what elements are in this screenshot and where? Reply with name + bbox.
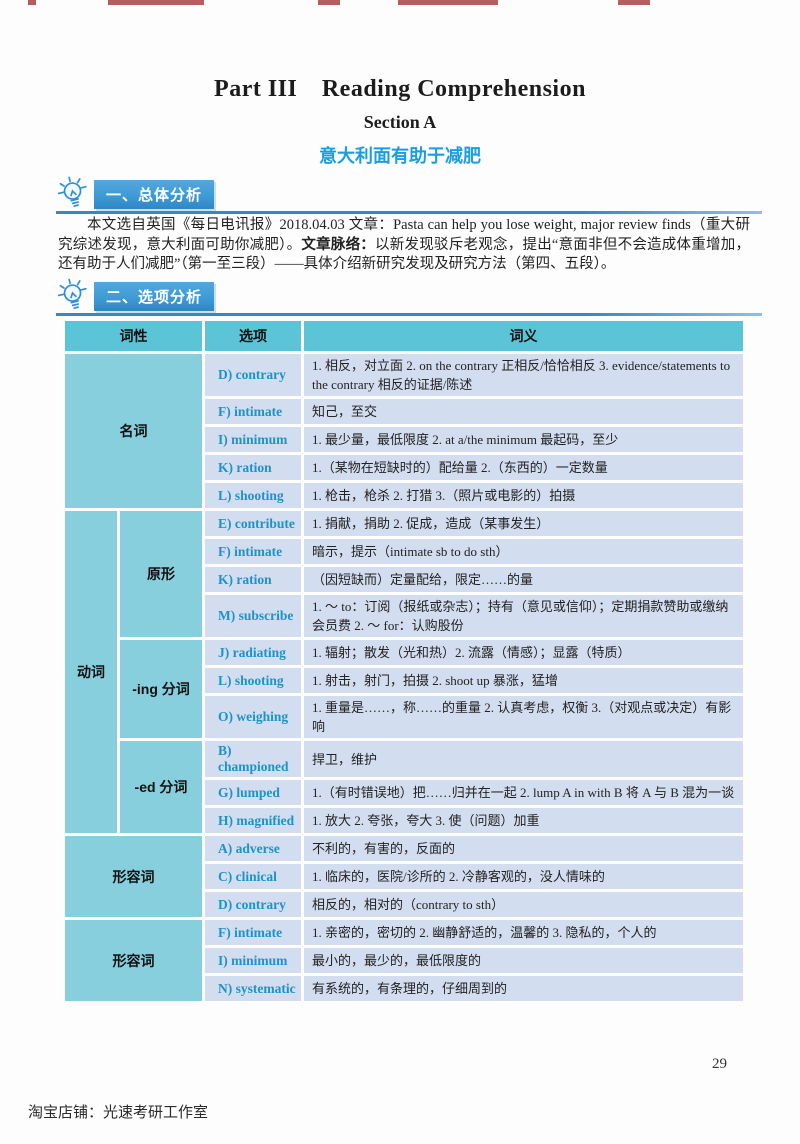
overview-text: 以新发现驳斥老观念，提出“意面非但不会造成体重增加，还有助于人们减肥”（第一至三… <box>58 236 750 273</box>
table-row: 形容词 A) adverse 不利的，有害的，反面的 <box>65 836 743 917</box>
section-underline <box>56 313 762 316</box>
scan-artifact <box>318 0 340 5</box>
option-cell: N) systematic <box>205 976 301 1001</box>
pos-cell: 名词 <box>65 354 202 508</box>
subpos-cell: -ed 分词 <box>120 741 202 833</box>
option-cell: E) contribute <box>205 511 301 536</box>
meaning-cell: 1. 枪击，枪杀 2. 打猎 3.（照片或电影的）拍摄 <box>304 483 743 508</box>
option-cell: K) ration <box>205 567 301 592</box>
option-cell: I) minimum <box>205 948 301 973</box>
table-row: K) ration 1.（某物在短缺时的）配给量 2.（东西的）一定数量 <box>65 455 743 480</box>
table-row: G) lumped 1.（有时错误地）把……归并在一起 2. lump A in … <box>65 780 743 805</box>
overview-emphasis: 文章脉络： <box>301 236 376 253</box>
option-cell: D) contrary <box>205 354 301 396</box>
meaning-cell: 1. 临床的，医院/诊所的 2. 冷静客观的，没人情味的 <box>304 864 743 889</box>
table-row: -ed 分词 B) championed 捍卫，维护 <box>65 741 743 833</box>
shop-footer: 淘宝店铺：光速考研工作室 <box>28 1105 209 1121</box>
option-cell: C) clinical <box>205 864 301 889</box>
table-row: F) intimate 知己，至交 <box>65 399 743 424</box>
meaning-cell: 1. 放大 2. 夸张，夸大 3. 使（问题）加重 <box>304 808 743 833</box>
scan-artifact <box>618 0 650 5</box>
option-cell: K) ration <box>205 455 301 480</box>
table-row: N) systematic 有系统的，有条理的，仔细周到的 <box>65 976 743 1001</box>
section-heading-options: 二、选项分析 <box>56 278 762 316</box>
table-row: I) minimum 最小的，最少的，最低限度的 <box>65 948 743 973</box>
meaning-cell: 不利的，有害的，反面的 <box>304 836 743 861</box>
overview-paragraph: 本文选自英国《每日电讯报》2018.04.03 文章：Pasta can hel… <box>58 216 750 275</box>
section-a-title: Section A <box>363 112 437 132</box>
section-heading-overview: 一、总体分析 <box>56 176 762 214</box>
table-row: I) minimum 1. 最少量，最低限度 2. at a/the minimu… <box>65 427 743 452</box>
section-underline <box>56 211 762 214</box>
option-cell: F) intimate <box>205 920 301 945</box>
table-row: D) contrary 相反的，相对的（contrary to sth） <box>65 892 743 917</box>
table-row: L) shooting 1. 射击，射门，拍摄 2. shoot up 暴涨，猛增 <box>65 668 743 693</box>
table-row: F) intimate 暗示，提示（intimate sb to do sth） <box>65 539 743 564</box>
table-row: L) shooting 1. 枪击，枪杀 2. 打猎 3.（照片或电影的）拍摄 <box>65 483 743 508</box>
col-header-pos: 词性 <box>65 321 202 351</box>
meaning-cell: 有系统的，有条理的，仔细周到的 <box>304 976 743 1001</box>
col-header-option: 选项 <box>205 321 301 351</box>
meaning-cell: 知己，至交 <box>304 399 743 424</box>
option-cell: O) weighing <box>205 696 301 738</box>
options-analysis-table: 词性 选项 词义 名词 D) contrary 1. 相反，对立面 2. on the … <box>62 318 746 1004</box>
table-row: -ing 分词 J) radiating 1. 辐射；散发（光和热）2. 流露（情感… <box>65 640 743 738</box>
subpos-cell: -ing 分词 <box>120 640 202 738</box>
meaning-cell: 1. 射击，射门，拍摄 2. shoot up 暴涨，猛增 <box>304 668 743 693</box>
option-cell: J) radiating <box>205 640 301 665</box>
table-row: O) weighing 1. 重量是……，称……的重量 2. 认真考虑，权衡 3.… <box>65 696 743 738</box>
section-heading-label: 一、总体分析 <box>94 180 215 209</box>
option-cell: I) minimum <box>205 427 301 452</box>
table-row: C) clinical 1. 临床的，医院/诊所的 2. 冷静客观的，没人情味的 <box>65 864 743 889</box>
meaning-cell: （因短缺而）定量配给，限定……的量 <box>304 567 743 592</box>
subpos-cell: 原形 <box>120 511 202 637</box>
meaning-cell: 1. ～ to：订阅（报纸或杂志）；持有（意见或信仰）；定期捐款赞助或缴纳会员费… <box>304 595 743 637</box>
option-cell: L) shooting <box>205 483 301 508</box>
table-row: M) subscribe 1. ～ to：订阅（报纸或杂志）；持有（意见或信仰）；… <box>65 595 743 637</box>
pos-cell: 动词 <box>65 511 117 833</box>
meaning-cell: 1. 相反，对立面 2. on the contrary 正相反/恰恰相反 3.… <box>304 354 743 396</box>
meaning-cell: 捍卫，维护 <box>304 741 743 777</box>
lightbulb-icon <box>56 278 90 321</box>
overview-text: 本文选自英国《每日电讯报》2018.04.03 文章：Pasta can hel… <box>58 217 750 253</box>
page-number: 29 <box>712 1056 727 1072</box>
article-topic-chinese: 意大利面有助于减肥 <box>319 146 481 166</box>
table-row: K) ration （因短缺而）定量配给，限定……的量 <box>65 567 743 592</box>
option-cell: M) subscribe <box>205 595 301 637</box>
meaning-cell: 1. 辐射；散发（光和热）2. 流露（情感）；显露（特质） <box>304 640 743 665</box>
col-header-meaning: 词义 <box>304 321 743 351</box>
meaning-cell: 1. 捐献，捐助 2. 促成，造成（某事发生） <box>304 511 743 536</box>
option-cell: D) contrary <box>205 892 301 917</box>
meaning-cell: 1. 重量是……，称……的重量 2. 认真考虑，权衡 3.（对观点或决定）有影响 <box>304 696 743 738</box>
scan-artifact <box>398 0 498 5</box>
meaning-cell: 1. 最少量，最低限度 2. at a/the minimum 最起码，至少 <box>304 427 743 452</box>
option-cell: F) intimate <box>205 399 301 424</box>
scan-artifact <box>108 0 204 5</box>
section-heading-label: 二、选项分析 <box>94 282 215 311</box>
option-cell: G) lumped <box>205 780 301 805</box>
table-row: H) magnified 1. 放大 2. 夸张，夸大 3. 使（问题）加重 <box>65 808 743 833</box>
meaning-cell: 暗示，提示（intimate sb to do sth） <box>304 539 743 564</box>
option-cell: B) championed <box>205 741 301 777</box>
option-cell: A) adverse <box>205 836 301 861</box>
meaning-cell: 相反的，相对的（contrary to sth） <box>304 892 743 917</box>
meaning-cell: 1. 亲密的，密切的 2. 幽静舒适的，温馨的 3. 隐私的，个人的 <box>304 920 743 945</box>
option-cell: F) intimate <box>205 539 301 564</box>
lightbulb-icon <box>56 176 90 219</box>
meaning-cell: 最小的，最少的，最低限度的 <box>304 948 743 973</box>
table-row: 名词 D) contrary 1. 相反，对立面 2. on the contrar… <box>65 354 743 508</box>
option-cell: H) magnified <box>205 808 301 833</box>
table-row: 形容词 F) intimate 1. 亲密的，密切的 2. 幽静舒适的，温馨的 3.… <box>65 920 743 1001</box>
meaning-cell: 1.（某物在短缺时的）配给量 2.（东西的）一定数量 <box>304 455 743 480</box>
pos-cell: 形容词 <box>65 836 202 917</box>
meaning-cell: 1.（有时错误地）把……归并在一起 2. lump A in with B 将 … <box>304 780 743 805</box>
option-cell: L) shooting <box>205 668 301 693</box>
table-row: 动词 原形 E) contribute 1. 捐献，捐助 2. 促成，造成（某事发生） <box>65 511 743 833</box>
part-title: Part III Reading Comprehension <box>214 76 586 102</box>
scan-artifact <box>28 0 36 5</box>
pos-cell: 形容词 <box>65 920 202 1001</box>
